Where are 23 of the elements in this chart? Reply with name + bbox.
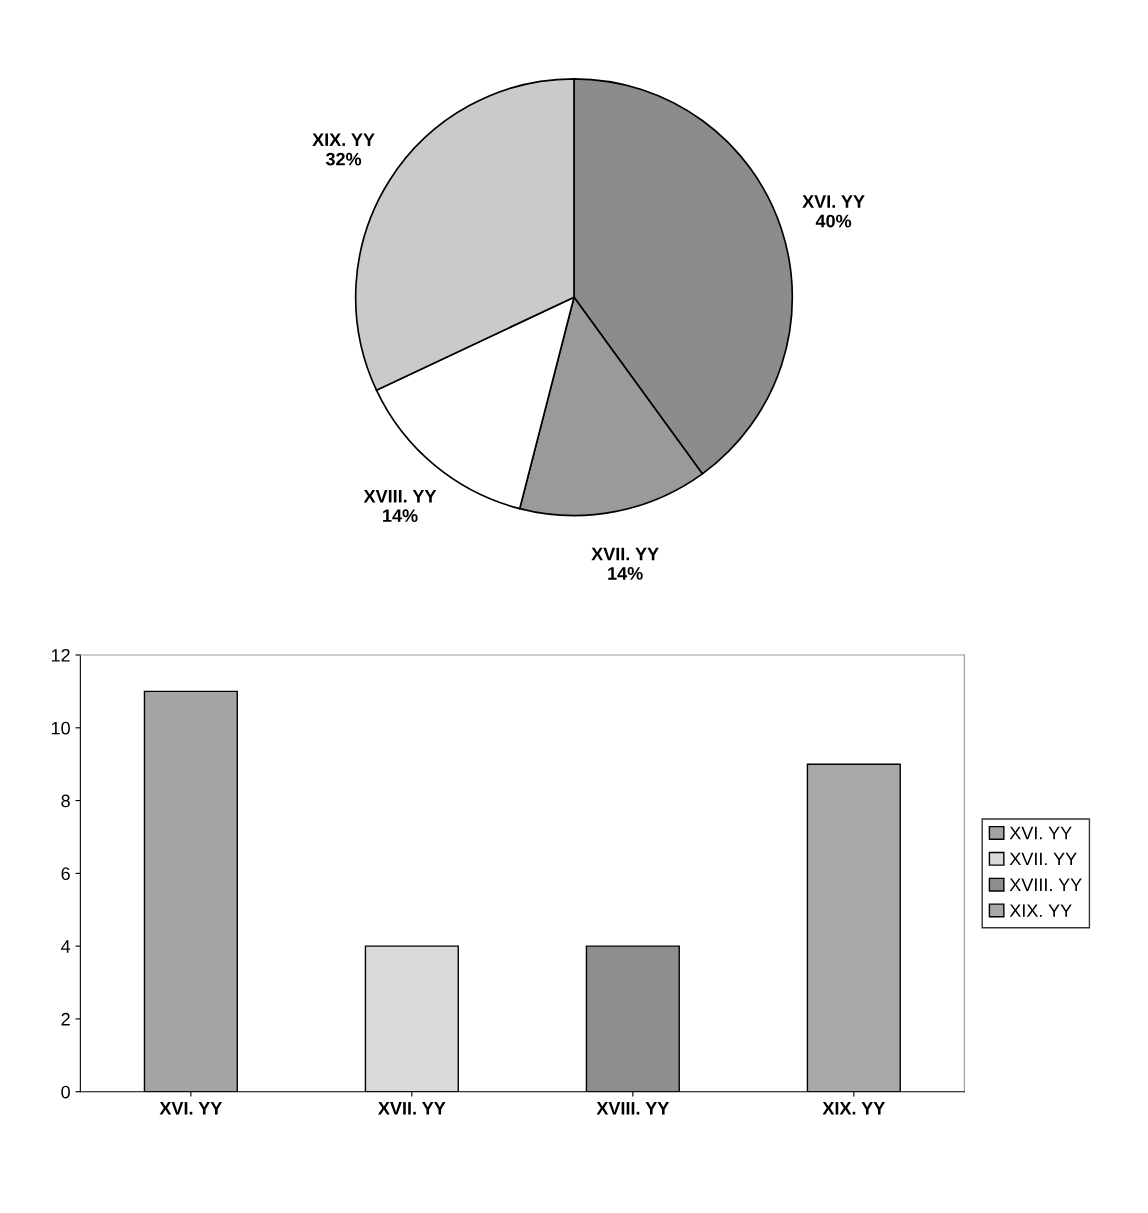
slice-label: XVI. YY <box>802 195 865 208</box>
y-tick-label: 0 <box>61 1085 70 1099</box>
slice-label: XIX. YY <box>312 133 375 146</box>
legend-label: XIX. YY <box>1009 904 1072 917</box>
x-tick-label: XIX. YY <box>822 1102 885 1115</box>
data-label: 40% <box>815 214 852 228</box>
x-tick-label: XVIII. YY <box>596 1102 670 1115</box>
data-label: 32% <box>325 152 362 166</box>
data-label: 14% <box>608 567 643 580</box>
y-tick-label: 10 <box>51 721 70 735</box>
x-tick-label: XVII. YY <box>378 1102 446 1115</box>
slice-label: XVIII. YY <box>363 490 437 503</box>
y-tick-label: 2 <box>61 1012 70 1026</box>
y-tick-label: 12 <box>51 648 70 662</box>
y-tick-label: 6 <box>61 867 70 881</box>
legend-label: XVIII. YY <box>1009 878 1082 891</box>
x-tick-label: XVI. YY <box>159 1102 223 1115</box>
y-tick-label: 8 <box>61 794 70 808</box>
data-label: 14% <box>383 509 418 523</box>
legend-label: XVI. YY <box>1009 826 1072 840</box>
y-tick-label: 4 <box>61 940 71 953</box>
legend-label: XVII. YY <box>1009 852 1077 866</box>
slice-label: XVII. YY <box>591 547 659 561</box>
